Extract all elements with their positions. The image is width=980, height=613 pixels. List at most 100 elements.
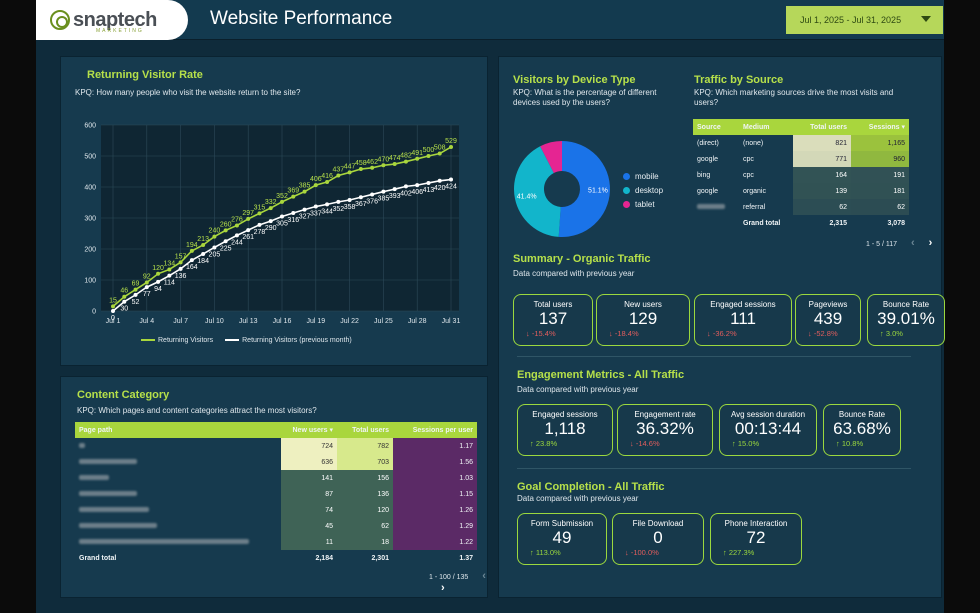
data-point[interactable] xyxy=(257,222,262,227)
data-point[interactable] xyxy=(223,239,228,244)
content-row[interactable]: 724 782 1.17 xyxy=(75,438,477,454)
data-point[interactable] xyxy=(358,167,363,172)
data-point[interactable] xyxy=(212,234,217,239)
data-point[interactable] xyxy=(437,178,442,183)
col-sessions[interactable]: Sessions ▾ xyxy=(851,119,909,135)
data-point[interactable] xyxy=(167,273,172,278)
col-sessions-per-user[interactable]: Sessions per user xyxy=(393,422,477,438)
data-point[interactable] xyxy=(392,187,397,192)
col-total-users[interactable]: Total users xyxy=(337,422,393,438)
content-row[interactable]: 74 120 1.26 xyxy=(75,502,477,518)
content-row[interactable]: 87 136 1.15 xyxy=(75,486,477,502)
data-point[interactable] xyxy=(325,180,330,185)
data-point[interactable] xyxy=(246,228,251,233)
data-point[interactable] xyxy=(426,180,431,185)
data-point[interactable] xyxy=(133,292,138,297)
data-point[interactable] xyxy=(336,199,341,204)
data-point[interactable] xyxy=(144,280,149,285)
traffic-row[interactable]: (direct) (none) 821 1,165 xyxy=(693,135,909,151)
data-point[interactable] xyxy=(370,192,375,197)
scorecard-pageviews[interactable]: Pageviews 439 ↓ -52.8% xyxy=(795,294,861,346)
chevron-left-icon[interactable]: ‹ xyxy=(482,570,486,582)
data-point[interactable] xyxy=(156,279,161,284)
data-point[interactable] xyxy=(336,173,341,178)
traffic-row[interactable]: google cpc 771 960 xyxy=(693,151,909,167)
scorecard-avg-session-duration[interactable]: Avg session duration 00:13:44 ↑ 15.0% xyxy=(719,404,817,456)
data-point[interactable] xyxy=(381,189,386,194)
scorecard-bounce-rate[interactable]: Bounce Rate 39.01% ↑ 3.0% xyxy=(867,294,945,346)
data-point[interactable] xyxy=(403,184,408,189)
data-point[interactable] xyxy=(280,199,284,204)
scorecard-total-users[interactable]: Total users 137 ↓ -15.4% xyxy=(513,294,593,346)
data-point[interactable] xyxy=(189,258,194,263)
data-point[interactable] xyxy=(111,304,115,309)
content-row[interactable]: 45 62 1.29 xyxy=(75,518,477,534)
data-point[interactable] xyxy=(212,245,217,250)
chevron-left-icon[interactable]: ‹ xyxy=(910,237,915,249)
data-point[interactable] xyxy=(291,194,296,199)
data-point[interactable] xyxy=(313,183,318,188)
traffic-row[interactable]: bing cpc 164 191 xyxy=(693,167,909,183)
col-new-users[interactable]: New users ▾ xyxy=(281,422,337,438)
data-point[interactable] xyxy=(133,287,138,292)
data-point[interactable] xyxy=(358,195,363,200)
data-point[interactable] xyxy=(268,219,273,224)
data-point[interactable] xyxy=(223,228,228,233)
data-point[interactable] xyxy=(246,216,251,221)
data-point[interactable] xyxy=(144,285,149,290)
data-point[interactable] xyxy=(347,198,352,203)
col-page-path[interactable]: Page path xyxy=(75,422,281,438)
data-point[interactable] xyxy=(449,145,453,150)
legend-item-desktop[interactable]: desktop xyxy=(623,184,663,198)
chevron-right-icon[interactable]: › xyxy=(928,237,933,249)
chevron-right-icon[interactable]: › xyxy=(441,582,445,594)
legend-item-current[interactable]: Returning Visitors xyxy=(141,337,213,344)
scorecard-engaged-sessions[interactable]: Engaged sessions 111 ↓ -36.2% xyxy=(694,294,792,346)
donut-slice-tablet[interactable] xyxy=(540,141,562,173)
donut-slice-desktop[interactable] xyxy=(514,146,561,237)
scorecard-engaged-sessions[interactable]: Engaged sessions 1,118 ↑ 23.8% xyxy=(517,404,613,456)
data-point[interactable] xyxy=(156,271,161,276)
data-point[interactable] xyxy=(178,266,183,271)
data-point[interactable] xyxy=(415,156,420,161)
scorecard-file-download[interactable]: File Download 0 ↓ -100.0% xyxy=(612,513,704,565)
data-point[interactable] xyxy=(325,202,330,207)
content-row[interactable]: 11 18 1.22 xyxy=(75,534,477,550)
data-point[interactable] xyxy=(426,154,431,158)
legend-item-tablet[interactable]: tablet xyxy=(623,198,663,212)
data-point[interactable] xyxy=(392,162,397,167)
traffic-row[interactable]: referral 62 62 xyxy=(693,199,909,215)
data-point[interactable] xyxy=(122,299,127,304)
data-point[interactable] xyxy=(268,206,273,211)
col-total-users[interactable]: Total users xyxy=(793,119,851,135)
data-point[interactable] xyxy=(449,177,453,182)
data-point[interactable] xyxy=(302,189,307,194)
data-point[interactable] xyxy=(111,309,115,313)
scorecard-new-users[interactable]: New users 129 ↓ -18.4% xyxy=(596,294,690,346)
data-point[interactable] xyxy=(234,223,239,228)
scorecard-engagement-rate[interactable]: Engagement rate 36.32% ↓ -14.6% xyxy=(617,404,713,456)
legend-item-previous[interactable]: Returning Visitors (previous month) xyxy=(225,337,352,344)
data-point[interactable] xyxy=(122,294,127,299)
col-medium[interactable]: Medium xyxy=(739,119,793,135)
data-point[interactable] xyxy=(178,260,183,265)
data-point[interactable] xyxy=(189,248,194,253)
data-point[interactable] xyxy=(167,267,172,272)
data-point[interactable] xyxy=(347,170,352,175)
data-point[interactable] xyxy=(415,183,420,188)
content-row[interactable]: 141 156 1.03 xyxy=(75,470,477,486)
data-point[interactable] xyxy=(291,211,296,216)
data-point[interactable] xyxy=(381,163,386,168)
data-point[interactable] xyxy=(201,251,206,256)
content-row[interactable]: 636 703 1.56 xyxy=(75,454,477,470)
data-point[interactable] xyxy=(437,151,442,156)
data-point[interactable] xyxy=(257,211,262,216)
data-point[interactable] xyxy=(234,233,239,238)
data-point[interactable] xyxy=(370,165,375,170)
data-point[interactable] xyxy=(403,159,408,164)
legend-item-mobile[interactable]: mobile xyxy=(623,170,663,184)
data-point[interactable] xyxy=(201,242,206,247)
data-point[interactable] xyxy=(313,204,318,209)
scorecard-bounce-rate[interactable]: Bounce Rate 63.68% ↑ 10.8% xyxy=(823,404,901,456)
col-source[interactable]: Source xyxy=(693,119,739,135)
